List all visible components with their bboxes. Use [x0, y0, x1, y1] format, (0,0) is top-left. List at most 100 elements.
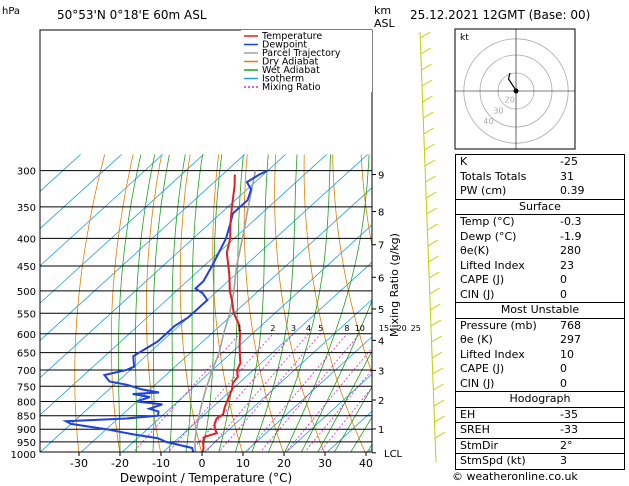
hodograph-ring-label: 40	[483, 117, 493, 126]
wind-barb	[419, 31, 431, 39]
hpa-label: hPa	[2, 6, 21, 17]
wind-barb	[425, 175, 436, 183]
km-tick-label: 1	[378, 425, 384, 436]
dry-adiabat-line	[146, 154, 163, 452]
surface-value: 23	[560, 258, 574, 272]
mixing-ratio-line	[304, 369, 372, 452]
unstable-label: Lifted Index	[460, 347, 525, 361]
mixing-ratio-line	[285, 347, 372, 452]
hodo-row: StmDir 2°	[456, 438, 624, 454]
mixing-ratio-line	[218, 333, 321, 452]
surface-row: Temp (°C) -0.3	[456, 215, 624, 230]
unstable-label: Pressure (mb)	[460, 318, 537, 332]
wind-barb	[433, 383, 444, 391]
basic-value: 31	[560, 169, 574, 183]
legend-label: Isotherm	[262, 74, 304, 85]
copyright-footer: © weatheronline.co.uk	[452, 470, 578, 483]
hodograph-ring-label: 30	[493, 107, 503, 116]
dry-adiabat-line	[212, 154, 243, 452]
wind-barb	[427, 239, 439, 247]
surface-label: θe(K)	[460, 244, 490, 257]
isotherm-line	[285, 373, 372, 452]
mixing-ratio-label: 10	[355, 324, 365, 333]
hodograph-ring-label: 20	[505, 95, 515, 104]
pressure-tick-label: 450	[17, 262, 36, 273]
wind-barb	[432, 367, 443, 375]
mixing-ratio-label: 2	[270, 324, 275, 333]
x-tick-label: 10	[236, 457, 250, 470]
unstable-value: 0	[560, 376, 567, 390]
mixing-ratio-axis-label: Mixing Ratio (g/kg)	[388, 233, 401, 337]
wind-barb	[433, 399, 445, 407]
unstable-value: 10	[560, 347, 574, 361]
surface-row: θe(K) 280	[456, 244, 624, 259]
legend-label: Dry Adiabat	[262, 57, 319, 68]
km-label: km	[374, 4, 392, 17]
wind-barb	[425, 191, 437, 199]
isotherm-line	[121, 224, 372, 452]
surface-label: Dewp (°C)	[460, 229, 517, 243]
hodo-label: EH	[460, 407, 476, 421]
mixing-ratio-label: 3	[291, 324, 296, 333]
pressure-tick-label: 1000	[11, 450, 36, 461]
basic-label: Totals Totals	[460, 169, 527, 183]
unstable-row: Pressure (mb) 768	[456, 319, 624, 334]
pressure-tick-label: 400	[17, 234, 36, 245]
basic-indices: K -25 Totals Totals 31 PW (cm) 0.39	[456, 155, 624, 200]
plot-area	[40, 154, 372, 452]
x-tick-label: -20	[111, 457, 129, 470]
pressure-tick-label: 850	[17, 412, 36, 423]
wind-barb	[421, 63, 432, 71]
wet-adiabat-line	[118, 154, 142, 452]
isotherm-line	[40, 154, 122, 230]
wind-barb	[428, 271, 440, 279]
wet-adiabat-line	[350, 416, 372, 452]
unstable-label: θe (K)	[460, 333, 493, 346]
basic-value: -25	[560, 155, 578, 168]
indices-panel: K -25 Totals Totals 31 PW (cm) 0.39 Surface T…	[455, 154, 625, 470]
x-tick-label: 40	[359, 457, 373, 470]
surface-label: Lifted Index	[460, 258, 525, 272]
wet-adiabat-line	[152, 154, 170, 452]
unstable-value: 0	[560, 362, 567, 375]
series-parcel-trajectory	[193, 170, 257, 452]
wet-adiabat-line	[333, 386, 372, 452]
surface-row: CAPE (J) 0	[456, 273, 624, 288]
mixing-ratio-label: 8	[344, 324, 349, 333]
legend-label: Mixing Ratio	[262, 82, 321, 93]
dry-adiabat-line	[74, 154, 106, 452]
mixing-ratio-label: 1	[237, 324, 242, 333]
dry-adiabat-line	[303, 154, 366, 452]
basic-row: K -25	[456, 155, 624, 170]
wet-adiabat-line	[251, 154, 298, 452]
wind-barb	[424, 143, 435, 151]
hodograph-title: Hodograph	[456, 392, 624, 408]
surface-label: Temp (°C)	[460, 215, 515, 228]
surface-row: CIN (J) 0	[456, 288, 624, 303]
wind-barb	[421, 79, 433, 87]
mixing-ratio-line	[246, 333, 348, 452]
wet-adiabat-line	[300, 299, 372, 452]
wind-barb	[428, 255, 439, 263]
wind-barb	[422, 95, 433, 103]
km-tick-label: 8	[378, 208, 384, 219]
hodo-label: StmDir	[460, 438, 499, 452]
km-tick-label: 3	[378, 366, 384, 377]
location-label: 50°53'N 0°18'E 60m ASL	[57, 8, 207, 22]
dry-adiabat-line	[332, 154, 372, 375]
isotherm-line	[40, 154, 286, 379]
x-axis-label: Dewpoint / Temperature (°C)	[120, 471, 292, 485]
hodo-value: -33	[560, 423, 578, 436]
x-tick-label: 30	[318, 457, 332, 470]
hodo-value: -35	[560, 407, 578, 421]
isotherm-line	[244, 336, 372, 452]
km-tick-label: 7	[378, 241, 384, 252]
wet-adiabat-line	[317, 349, 372, 452]
hodograph-section: Hodograph EH -35 SREH -33 StmDir 2° StmSpd (kt…	[456, 392, 624, 469]
asl-label: ASL	[374, 17, 395, 30]
wind-barb	[431, 351, 443, 359]
wind-barb	[424, 159, 436, 167]
unstable-row: CAPE (J) 0	[456, 362, 624, 377]
wind-barb	[420, 47, 432, 55]
